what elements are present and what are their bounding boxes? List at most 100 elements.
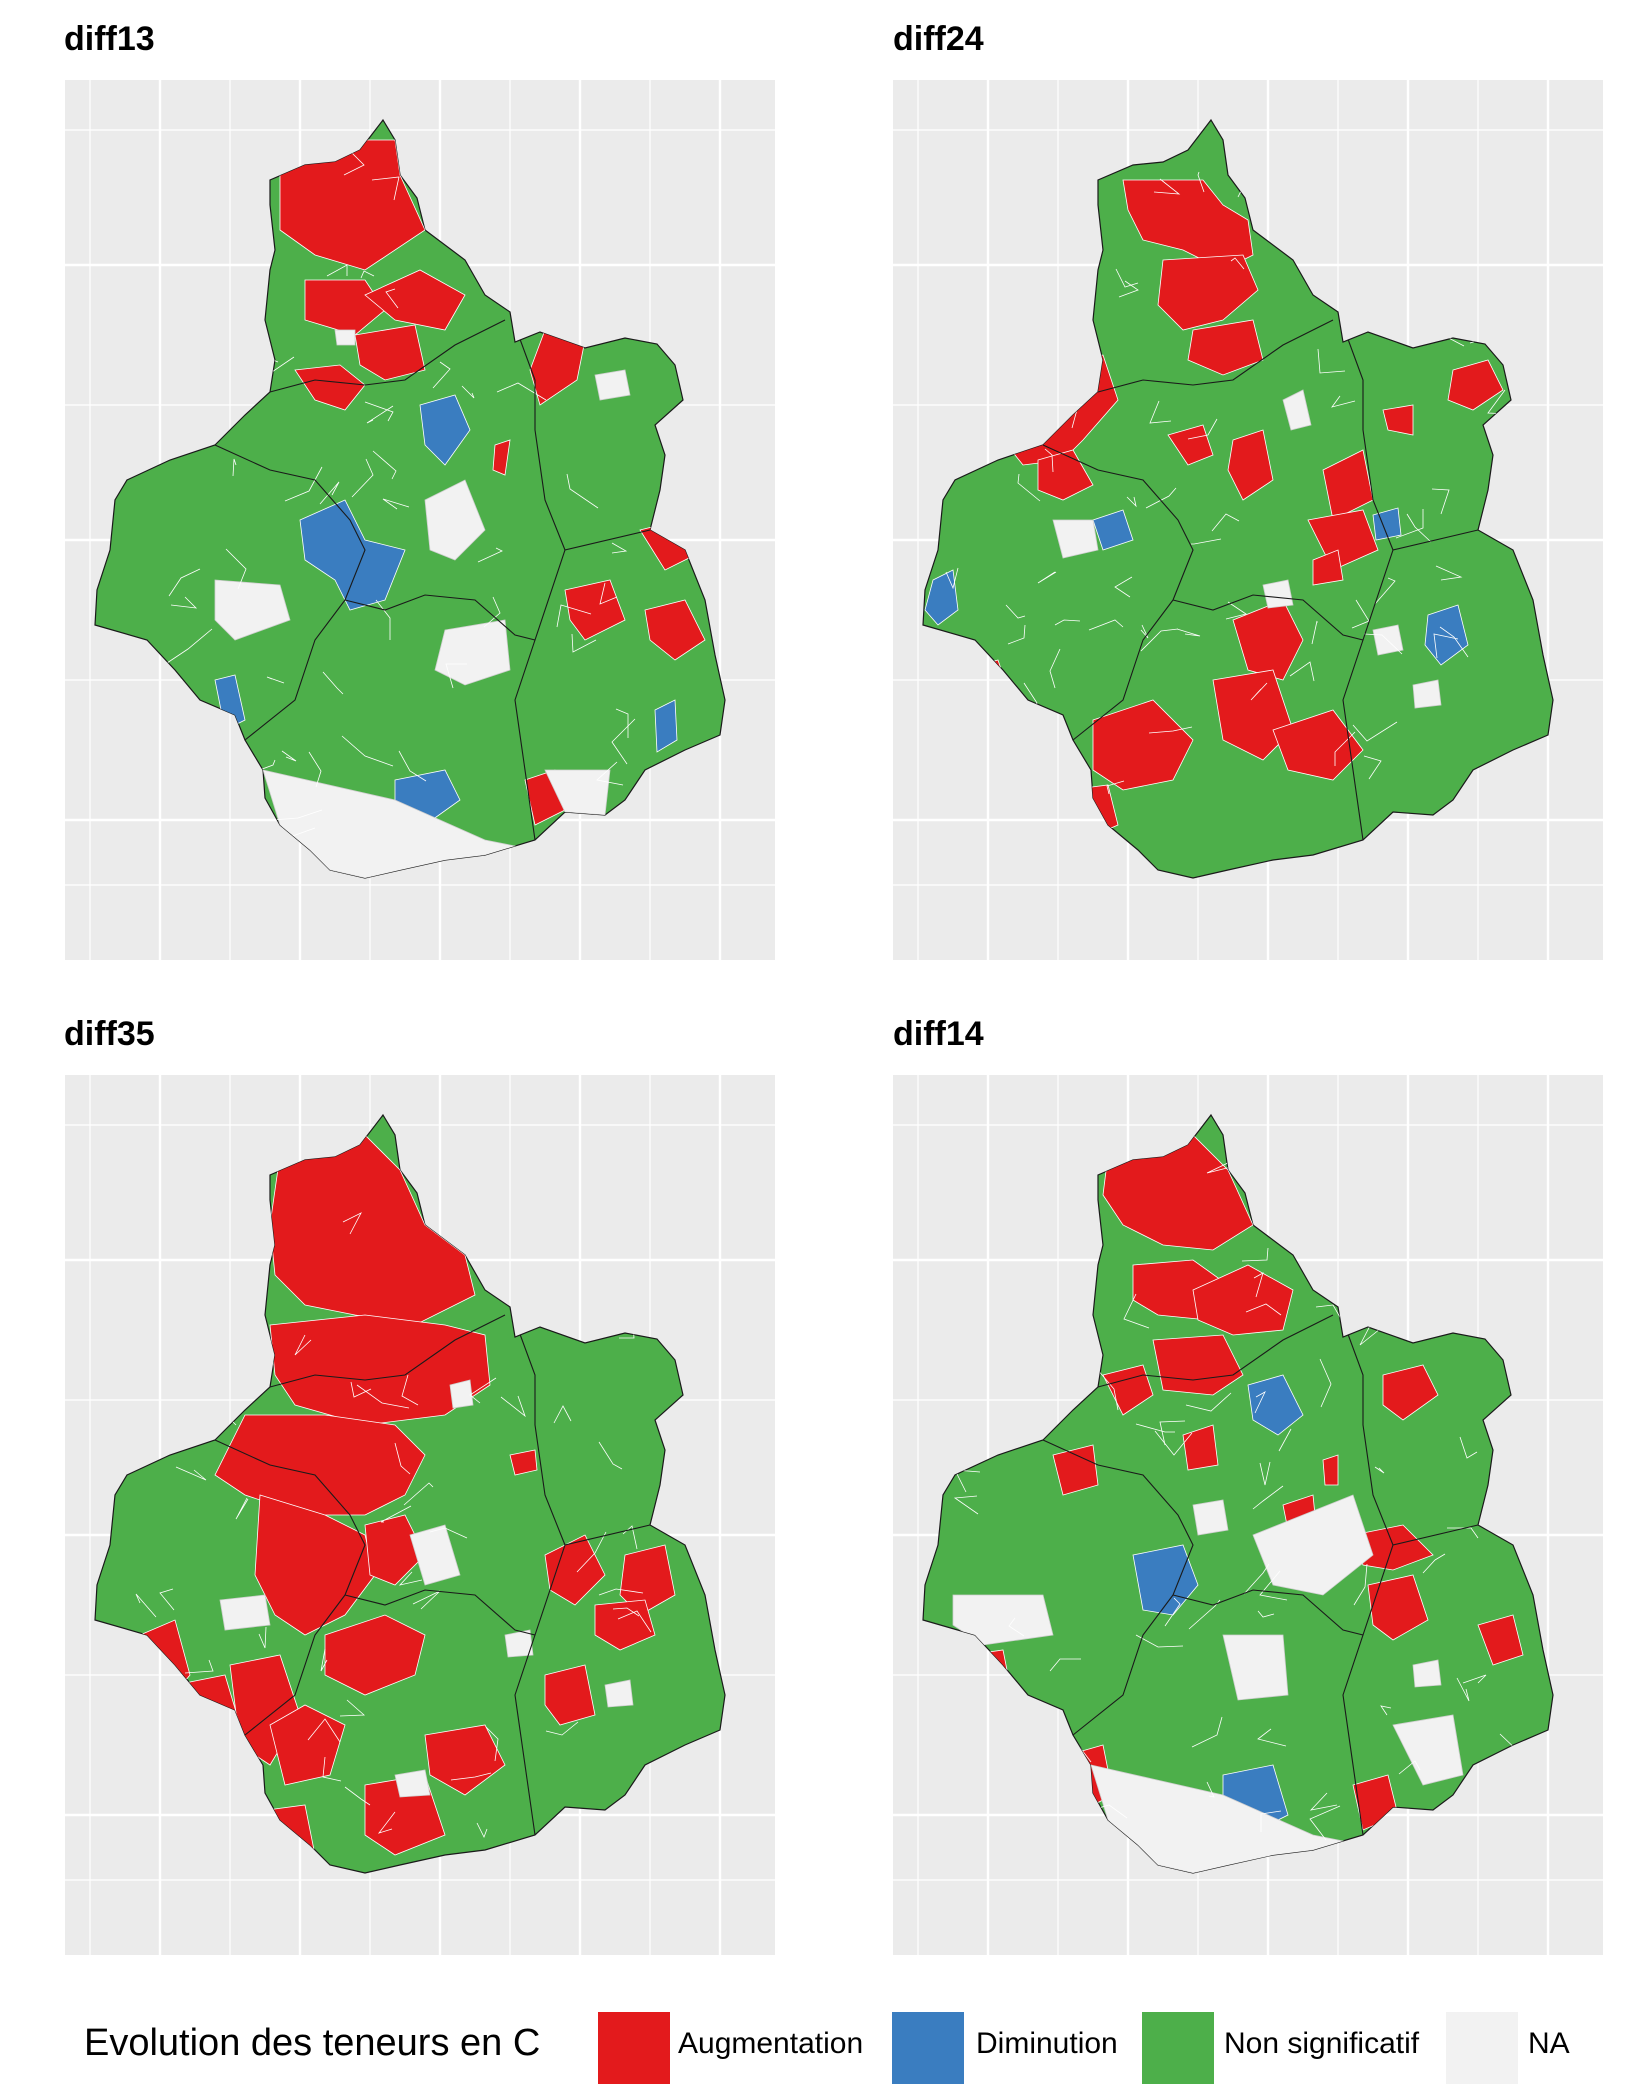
commune-red	[644, 599, 706, 661]
commune-na	[334, 329, 356, 346]
commune-blue	[924, 569, 959, 626]
department-border	[269, 1314, 506, 1388]
commune-boundary	[1019, 1314, 1032, 1355]
commune-boundary	[130, 324, 180, 344]
commune-boundary	[322, 1756, 342, 1782]
commune-boundary	[1253, 1272, 1264, 1298]
commune-boundary	[1448, 1141, 1483, 1151]
commune-red	[1187, 319, 1264, 376]
commune-boundary	[571, 633, 597, 653]
department-border	[244, 599, 346, 741]
commune-boundary	[1230, 257, 1245, 270]
commune-boundary	[372, 450, 397, 480]
commune-boundary	[1356, 1249, 1407, 1276]
commune-boundary	[1352, 721, 1398, 742]
commune-boundary	[611, 718, 636, 765]
commune-red	[1037, 449, 1094, 501]
commune-red	[1382, 404, 1414, 436]
commune-boundary	[1380, 1705, 1392, 1716]
commune-boundary	[1096, 1368, 1119, 1411]
commune-red	[1477, 1614, 1524, 1666]
commune-boundary	[1114, 576, 1133, 598]
commune-boundary	[461, 385, 475, 399]
commune-boundary	[1206, 1781, 1215, 1798]
commune-boundary	[429, 1527, 468, 1539]
commune-red	[1102, 1134, 1254, 1251]
commune-boundary	[1008, 1617, 1025, 1637]
commune-boundary	[1049, 1658, 1081, 1672]
commune-boundary	[960, 1227, 977, 1255]
legend-label-non-significatif: Non significatif	[1224, 2027, 1420, 2060]
commune-boundary	[185, 760, 194, 807]
commune-boundary	[986, 1288, 1013, 1316]
commune-boundary	[234, 1142, 268, 1162]
commune-boundary	[554, 1221, 593, 1248]
commune-red	[279, 139, 426, 271]
commune-boundary	[170, 596, 198, 609]
department-border	[509, 311, 566, 551]
commune-boundary	[1241, 1247, 1269, 1262]
commune-blue	[1372, 507, 1402, 541]
commune-red	[1157, 254, 1259, 331]
commune-boundary	[1123, 1293, 1150, 1329]
commune-boundary	[1187, 418, 1218, 440]
commune-boundary	[1037, 571, 1057, 584]
commune-boundary	[1257, 1610, 1275, 1618]
commune-boundary	[1447, 1527, 1479, 1539]
commune-boundary	[1311, 620, 1318, 645]
department-border	[1042, 444, 1194, 601]
map-diff14	[893, 1075, 1603, 1955]
legend-title: Evolution des teneurs en C	[84, 2022, 541, 2064]
commune-na	[1412, 1659, 1442, 1688]
commune-red	[294, 364, 366, 411]
commune-red	[1367, 1574, 1429, 1641]
commune-red	[364, 269, 466, 331]
commune-boundary	[577, 1127, 613, 1157]
legend-key-non-significatif	[1142, 2012, 1214, 2084]
commune-boundary	[545, 1721, 579, 1736]
department-border	[1042, 1439, 1194, 1596]
commune-boundary	[401, 1374, 419, 1406]
commune-red	[324, 1614, 426, 1696]
legend-label-augmentation: Augmentation	[678, 2027, 864, 2060]
commune-boundary	[1135, 1423, 1175, 1433]
commune-boundary	[1149, 400, 1172, 424]
commune-boundary	[326, 264, 348, 277]
commune-boundary	[1237, 174, 1250, 198]
commune-boundary	[235, 1497, 249, 1520]
commune-boundary	[1481, 1246, 1495, 1292]
commune-boundary	[356, 1384, 410, 1409]
legend-key-augmentation	[598, 2012, 670, 2084]
commune-boundary	[1154, 1430, 1193, 1456]
commune-boundary	[566, 473, 599, 509]
commune-blue	[1247, 1374, 1304, 1436]
commune-boundary	[477, 547, 503, 563]
commune-boundary	[1054, 619, 1081, 626]
commune-red	[509, 1449, 538, 1476]
commune-red	[564, 579, 626, 641]
commune-boundary	[1049, 648, 1061, 689]
commune-na	[594, 369, 631, 401]
commune-na	[1392, 1714, 1464, 1786]
commune-boundary	[380, 1505, 412, 1523]
commune-boundary	[969, 1124, 986, 1151]
department-border	[1342, 639, 1364, 841]
commune-boundary	[166, 628, 213, 664]
map-panel-diff35	[65, 1075, 775, 1955]
commune-boundary	[344, 1786, 371, 1806]
commune-boundary	[272, 809, 323, 821]
commune-boundary	[596, 761, 624, 786]
commune-boundary	[181, 1750, 210, 1773]
commune-boundary	[1260, 1810, 1282, 1832]
commune-blue	[1092, 509, 1134, 551]
commune-boundary	[450, 1772, 492, 1781]
commune-boundary	[1075, 359, 1097, 377]
commune-boundary	[665, 519, 675, 540]
legend-label-na: NA	[1528, 2027, 1570, 2060]
commune-boundary	[1004, 1701, 1031, 1734]
commune-boundary	[1278, 1428, 1292, 1452]
commune-red	[214, 1414, 426, 1516]
commune-boundary	[1106, 780, 1125, 795]
commune-boundary	[224, 1738, 244, 1759]
department-border	[514, 1634, 536, 1836]
